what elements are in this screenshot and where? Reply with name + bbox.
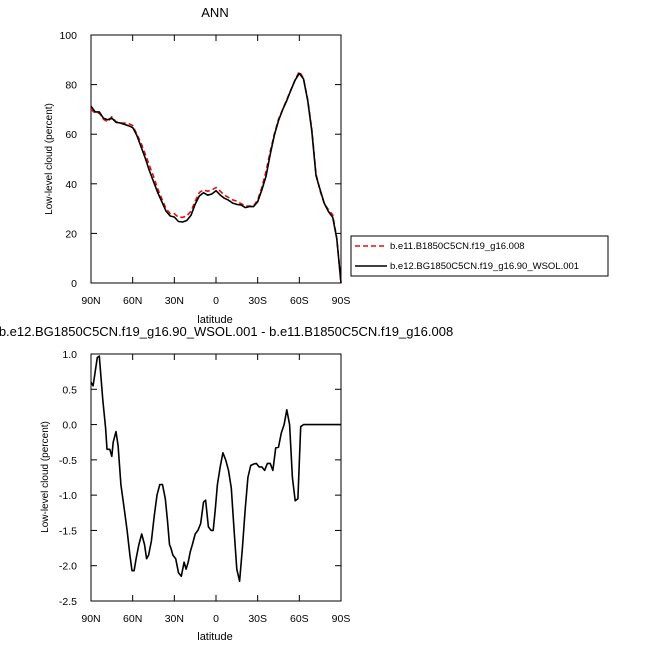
bottom-chart-x-tick-label: 30N	[165, 613, 184, 625]
bottom-chart-x-tick-label: 90S	[332, 613, 351, 625]
bottom-chart-y-axis: 1.0 0.5 0.0 -0.5 -1.0 -1.5 -2.0 -2.5	[59, 349, 341, 608]
top-chart-x-tick-label: 30N	[165, 295, 184, 307]
legend-label-series-2: b.e12.BG1850C5CN.f19_g16.90_WSOL.001	[390, 261, 579, 272]
top-chart-plot-frame	[90, 34, 342, 284]
top-chart-y-tick-label: 80	[65, 80, 77, 92]
bottom-chart-y-tick-label: 0.0	[62, 420, 77, 432]
bottom-chart: b.e12.BG1850C5CN.f19_g16.90_WSOL.001 - b…	[0, 324, 453, 643]
top-chart-y-tick-label: 20	[65, 228, 77, 240]
top-chart: ANN 0 20 40 60 80 100 90N 60N 30N 0 30S 60S 90S lat…	[44, 5, 350, 326]
top-chart-legend: b.e11.B1850C5CN.f19_g16.008 b.e12.BG1850…	[350, 235, 609, 277]
bottom-chart-y-tick-label: -2.5	[59, 596, 77, 608]
bottom-chart-x-tick-label: 60N	[123, 613, 142, 625]
top-chart-title: ANN	[201, 5, 228, 20]
top-chart-x-axis: 90N 60N 30N 0 30S 60S 90S	[81, 35, 350, 307]
bottom-chart-x-tick-label: 90N	[81, 613, 100, 625]
top-chart-x-tick-label: 30S	[248, 295, 267, 307]
bottom-chart-series-line-1	[90, 355, 341, 583]
top-chart-x-axis-label: latitude	[197, 314, 232, 326]
bottom-chart-x-axis: 90N 60N 30N 0 30S 60S 90S	[81, 354, 350, 625]
top-chart-y-tick-label: 100	[59, 30, 77, 42]
top-chart-x-tick-label: 60N	[123, 295, 142, 307]
bottom-chart-title: b.e12.BG1850C5CN.f19_g16.90_WSOL.001 - b…	[0, 324, 453, 339]
top-chart-x-tick-label: 90S	[332, 295, 351, 307]
bottom-chart-y-tick-label: -1.5	[59, 525, 77, 537]
top-chart-x-tick-label: 0	[213, 295, 219, 307]
bottom-chart-plot-frame	[90, 353, 342, 602]
bottom-chart-y-tick-label: 0.5	[62, 384, 77, 396]
top-chart-series-lines	[90, 70, 342, 284]
top-chart-x-tick-label: 90N	[81, 295, 100, 307]
top-chart-y-tick-label: 0	[71, 278, 77, 290]
bottom-chart-x-tick-label: 30S	[248, 613, 267, 625]
bottom-chart-y-tick-label: -0.5	[59, 455, 77, 467]
bottom-chart-x-tick-label: 0	[213, 613, 219, 625]
bottom-chart-x-tick-label: 60S	[290, 613, 309, 625]
bottom-chart-y-tick-label: 1.0	[62, 349, 77, 361]
top-chart-x-tick-label: 60S	[290, 295, 309, 307]
top-chart-y-tick-label: 40	[65, 179, 77, 191]
legend-label-series-1: b.e11.B1850C5CN.f19_g16.008	[390, 241, 525, 252]
bottom-chart-series-lines	[90, 355, 341, 583]
legend-box	[350, 235, 609, 277]
top-chart-y-tick-label: 60	[65, 129, 77, 141]
top-chart-series-line-1	[90, 70, 342, 284]
bottom-chart-y-axis-label: Low-level cloud (percent)	[40, 421, 51, 533]
bottom-chart-y-tick-label: -1.0	[59, 490, 77, 502]
bottom-chart-x-axis-label: latitude	[197, 631, 232, 643]
bottom-chart-y-tick-label: -2.0	[59, 561, 77, 573]
top-chart-y-axis-label: Low-level cloud (percent)	[44, 103, 55, 215]
top-chart-y-axis: 0 20 40 60 80 100	[59, 30, 341, 290]
top-chart-series-line-2	[90, 72, 342, 284]
